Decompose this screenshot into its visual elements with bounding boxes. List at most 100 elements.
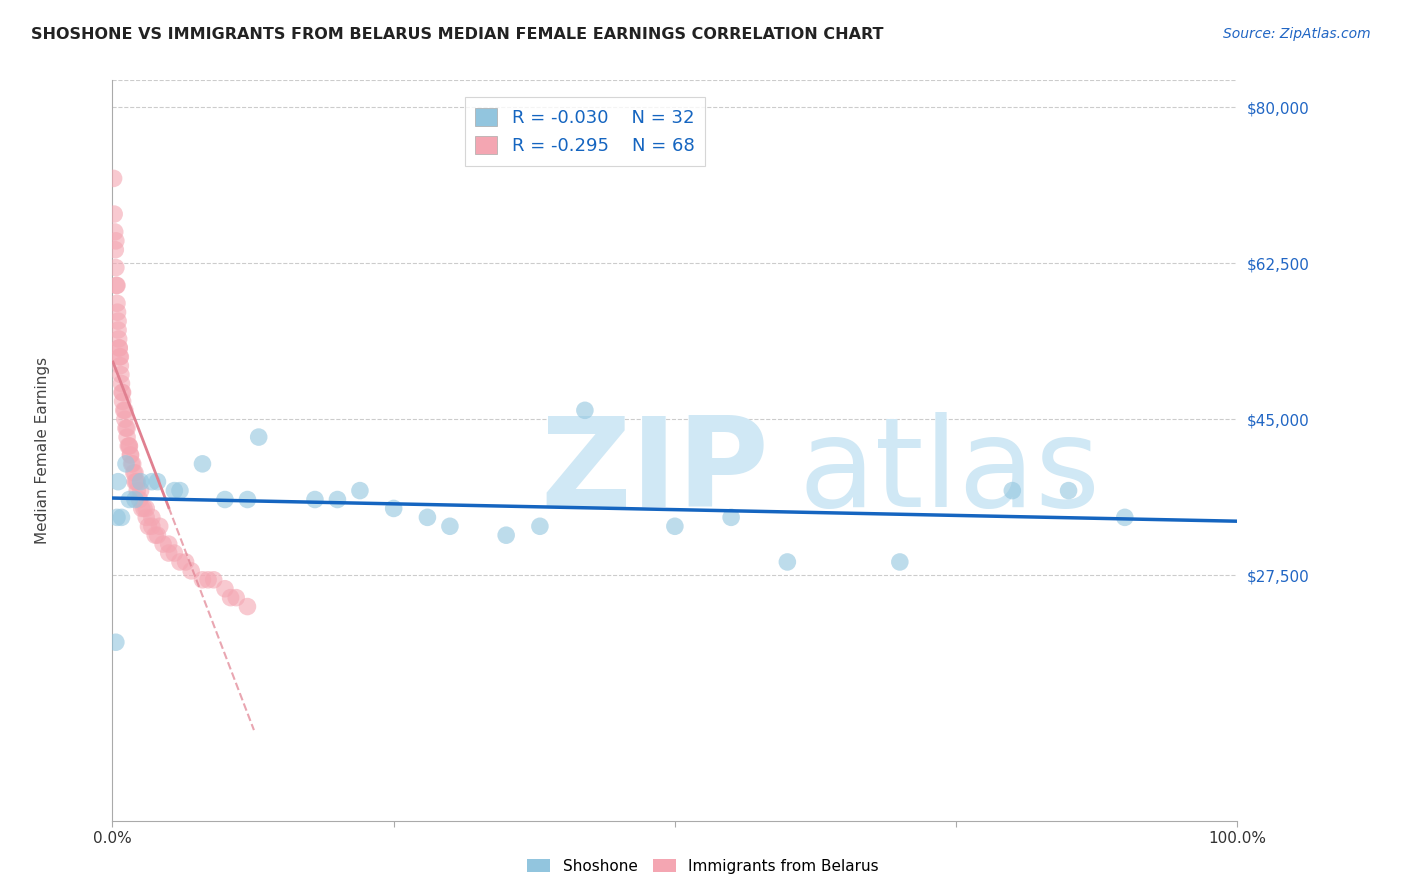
Point xyxy=(105,278,128,293)
Point xyxy=(111,385,134,400)
Text: Source: ZipAtlas.com: Source: ZipAtlas.com xyxy=(1223,27,1371,41)
Point xyxy=(180,564,202,578)
Point xyxy=(107,475,129,489)
Point xyxy=(104,260,127,275)
Point xyxy=(138,519,160,533)
Text: ZIP: ZIP xyxy=(540,412,769,533)
Point xyxy=(169,555,191,569)
Point xyxy=(127,475,149,489)
Point xyxy=(111,385,134,400)
Point xyxy=(132,501,155,516)
Point xyxy=(326,492,349,507)
Point xyxy=(111,394,134,409)
Point xyxy=(202,573,225,587)
Point xyxy=(115,457,138,471)
Point xyxy=(105,296,128,310)
Point xyxy=(118,492,141,507)
Legend: Shoshone, Immigrants from Belarus: Shoshone, Immigrants from Belarus xyxy=(522,853,884,880)
Point xyxy=(197,573,219,587)
Point xyxy=(1057,483,1080,498)
Point xyxy=(776,555,799,569)
Point xyxy=(129,475,152,489)
Point xyxy=(191,573,214,587)
Point xyxy=(124,492,146,507)
Point xyxy=(103,171,125,186)
Point xyxy=(135,501,157,516)
Text: SHOSHONE VS IMMIGRANTS FROM BELARUS MEDIAN FEMALE EARNINGS CORRELATION CHART: SHOSHONE VS IMMIGRANTS FROM BELARUS MEDI… xyxy=(31,27,883,42)
Point xyxy=(152,537,174,551)
Point xyxy=(143,528,166,542)
Point xyxy=(104,635,127,649)
Point xyxy=(141,510,163,524)
Point xyxy=(107,323,129,337)
Point xyxy=(157,546,180,560)
Point xyxy=(104,234,127,248)
Point xyxy=(720,510,742,524)
Point xyxy=(110,350,132,364)
Point xyxy=(163,483,186,498)
Point xyxy=(103,207,125,221)
Point xyxy=(104,243,127,257)
Point xyxy=(214,492,236,507)
Point xyxy=(157,537,180,551)
Point xyxy=(146,528,169,542)
Point xyxy=(115,430,138,444)
Point xyxy=(219,591,242,605)
Point xyxy=(529,519,551,533)
Point xyxy=(664,519,686,533)
Point xyxy=(416,510,439,524)
Point xyxy=(108,350,131,364)
Point xyxy=(122,466,145,480)
Point xyxy=(236,599,259,614)
Point xyxy=(121,457,143,471)
Point xyxy=(439,519,461,533)
Point xyxy=(114,412,136,426)
Point xyxy=(115,421,138,435)
Legend: R = -0.030    N = 32, R = -0.295    N = 68: R = -0.030 N = 32, R = -0.295 N = 68 xyxy=(464,96,706,166)
Text: atlas: atlas xyxy=(799,412,1101,533)
Point xyxy=(117,439,139,453)
Point xyxy=(169,483,191,498)
Point xyxy=(191,457,214,471)
Point xyxy=(112,403,135,417)
Point xyxy=(382,501,405,516)
Point xyxy=(349,483,371,498)
Point xyxy=(135,510,157,524)
Point xyxy=(889,555,911,569)
Y-axis label: Median Female Earnings: Median Female Earnings xyxy=(35,357,51,544)
Point xyxy=(110,368,132,382)
Point xyxy=(108,341,131,355)
Point xyxy=(105,510,128,524)
Point xyxy=(214,582,236,596)
Point xyxy=(107,314,129,328)
Point xyxy=(495,528,517,542)
Point xyxy=(108,341,131,355)
Point xyxy=(110,510,132,524)
Point xyxy=(110,359,132,373)
Point xyxy=(114,403,136,417)
Point xyxy=(163,546,186,560)
Point xyxy=(107,332,129,346)
Point xyxy=(225,591,247,605)
Point xyxy=(146,475,169,489)
Point xyxy=(141,519,163,533)
Point xyxy=(574,403,596,417)
Point xyxy=(121,457,143,471)
Point xyxy=(129,483,152,498)
Point xyxy=(104,225,127,239)
Point xyxy=(1001,483,1024,498)
Point xyxy=(118,439,141,453)
Point xyxy=(174,555,197,569)
Point xyxy=(115,421,138,435)
Point xyxy=(236,492,259,507)
Point xyxy=(141,475,163,489)
Point xyxy=(1114,510,1136,524)
Point xyxy=(120,448,142,462)
Point xyxy=(125,475,148,489)
Point xyxy=(127,483,149,498)
Point xyxy=(128,492,150,507)
Point xyxy=(131,501,153,516)
Point xyxy=(247,430,270,444)
Point xyxy=(118,439,141,453)
Point xyxy=(120,448,142,462)
